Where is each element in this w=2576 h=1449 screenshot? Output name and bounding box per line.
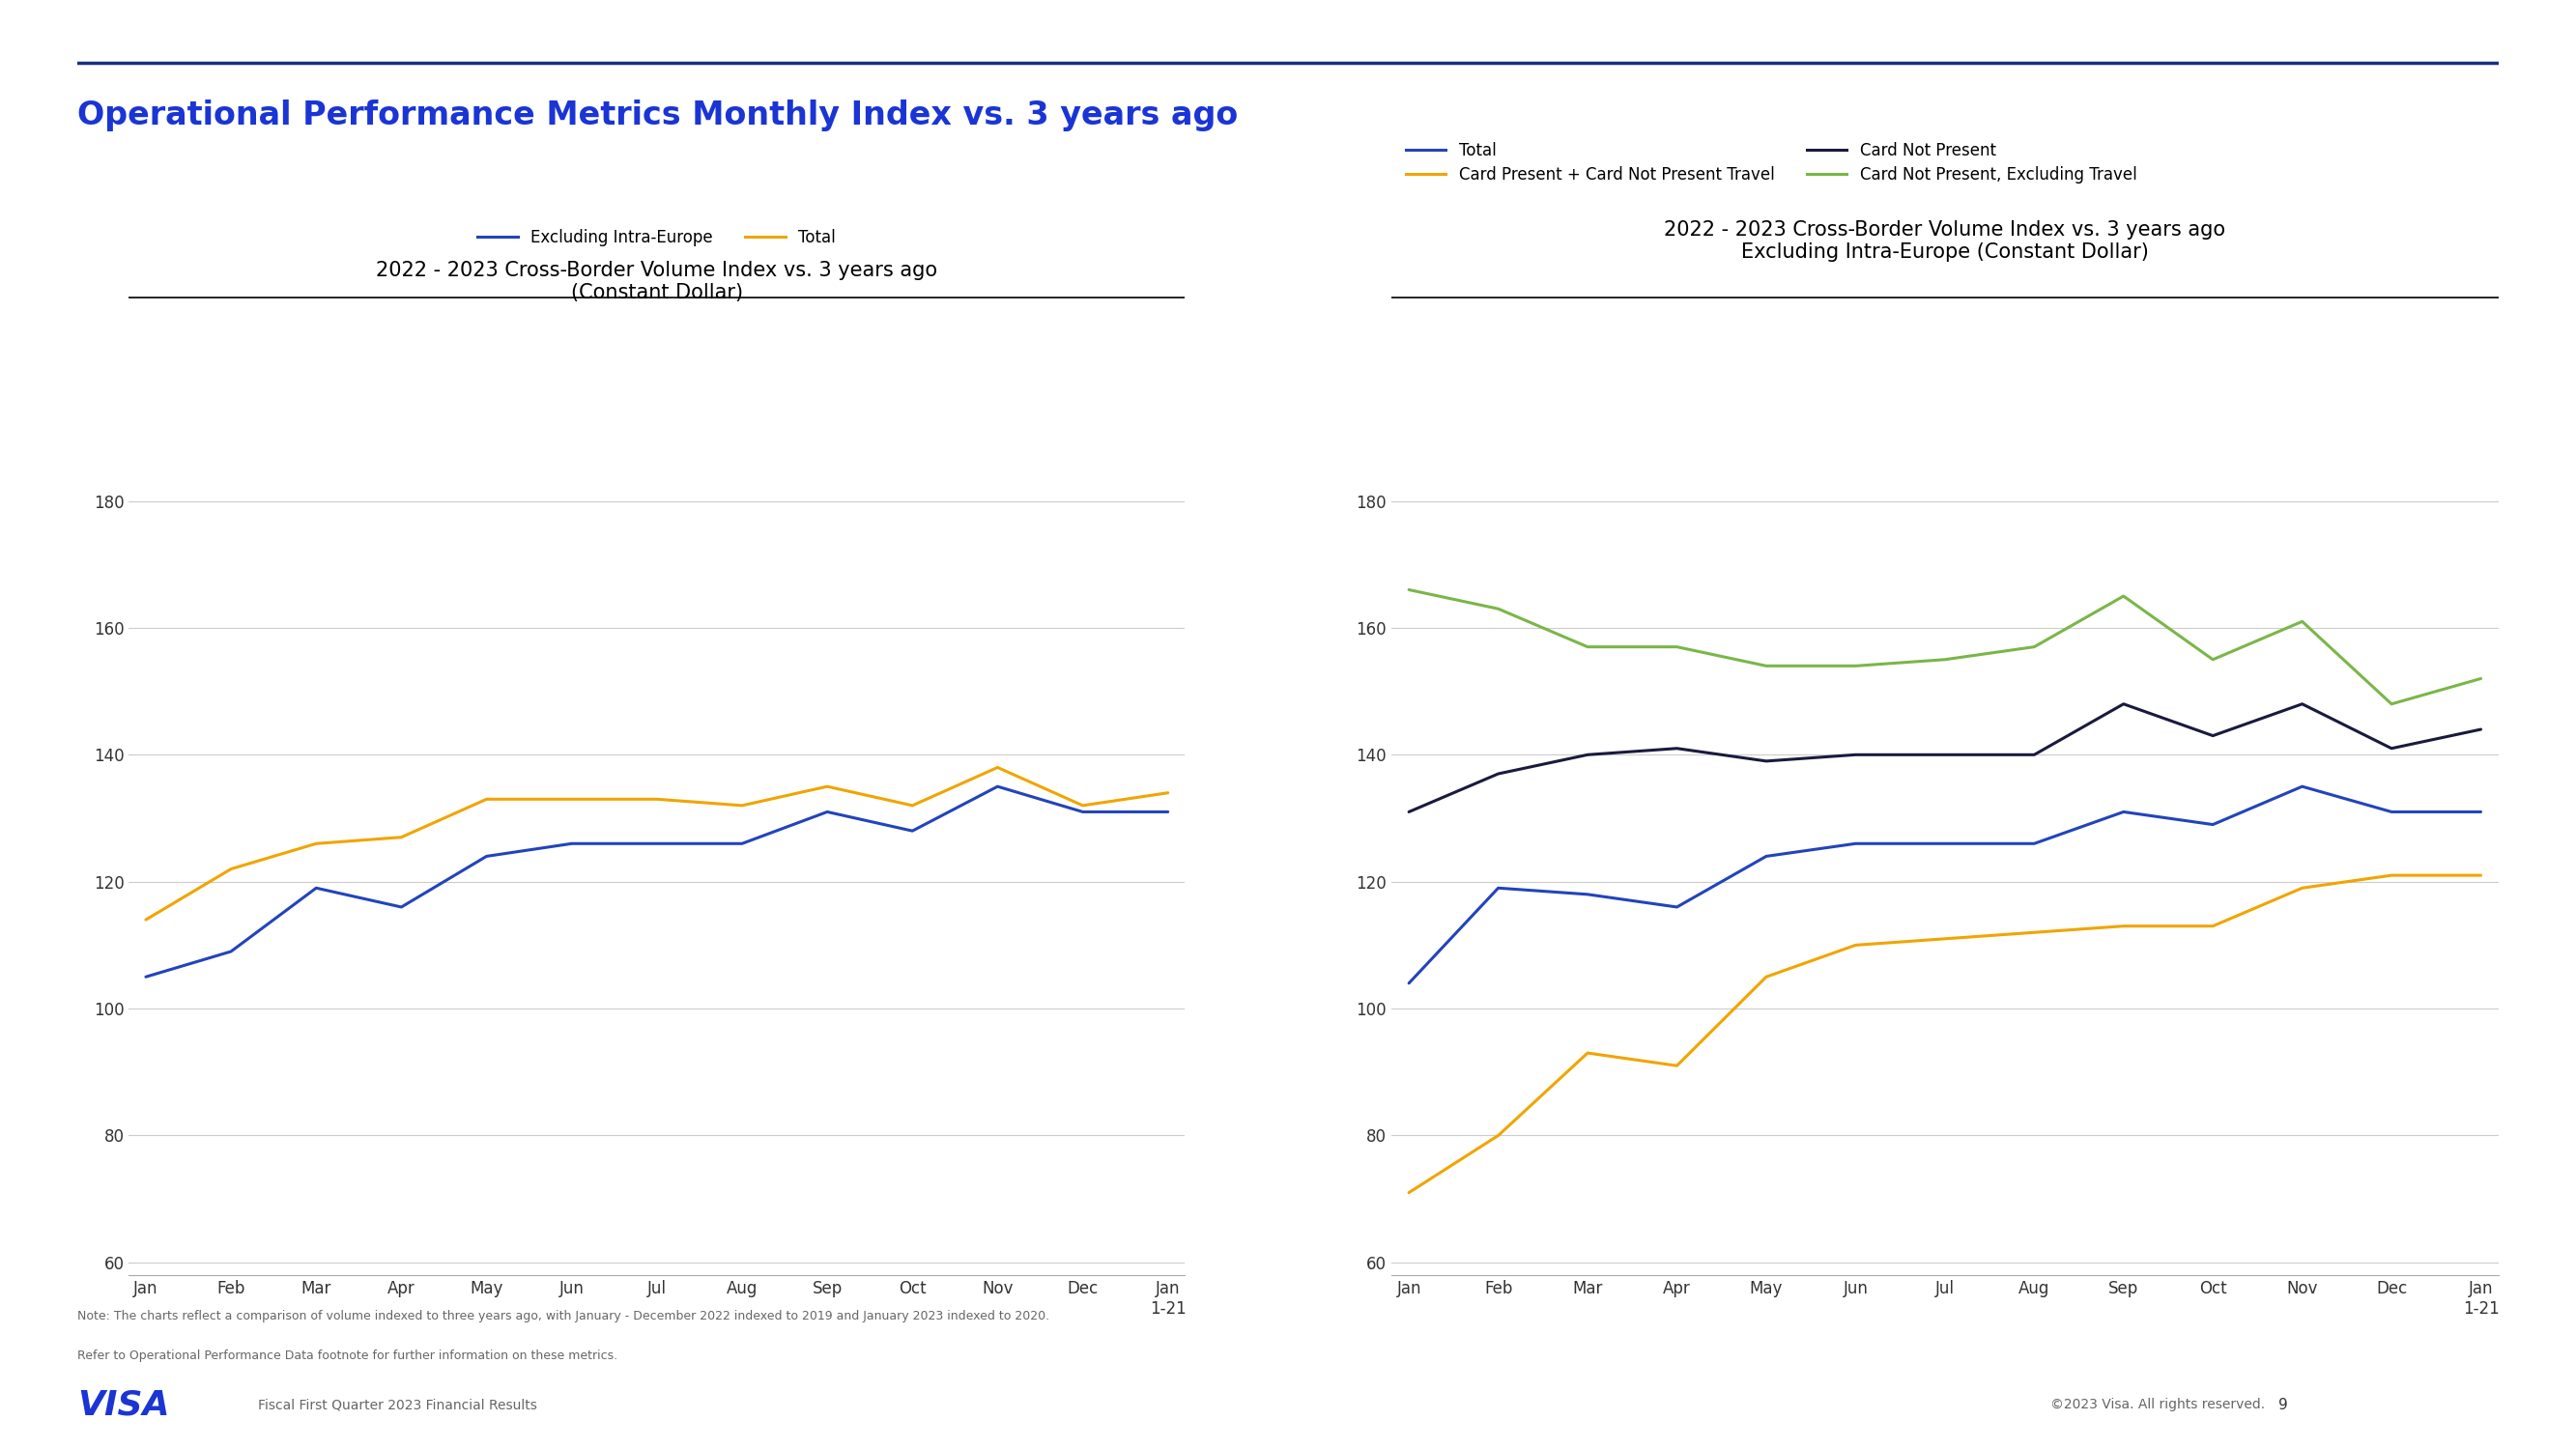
Text: ©2023 Visa. All rights reserved.: ©2023 Visa. All rights reserved. xyxy=(2050,1398,2264,1411)
Legend: Excluding Intra-Europe, Total: Excluding Intra-Europe, Total xyxy=(471,223,842,252)
Title: 2022 - 2023 Cross-Border Volume Index vs. 3 years ago
Excluding Intra-Europe (Co: 2022 - 2023 Cross-Border Volume Index vs… xyxy=(1664,220,2226,262)
Text: Operational Performance Metrics Monthly Index vs. 3 years ago: Operational Performance Metrics Monthly … xyxy=(77,100,1239,132)
Text: Fiscal First Quarter 2023 Financial Results: Fiscal First Quarter 2023 Financial Resu… xyxy=(258,1398,536,1411)
Text: Note: The charts reflect a comparison of volume indexed to three years ago, with: Note: The charts reflect a comparison of… xyxy=(77,1310,1048,1321)
Text: VISA: VISA xyxy=(77,1388,170,1421)
Text: Refer to Operational Performance Data footnote for further information on these : Refer to Operational Performance Data fo… xyxy=(77,1349,618,1362)
Title: 2022 - 2023 Cross-Border Volume Index vs. 3 years ago
(Constant Dollar): 2022 - 2023 Cross-Border Volume Index vs… xyxy=(376,261,938,303)
Text: 9: 9 xyxy=(2277,1397,2287,1411)
Legend: Total, Card Present + Card Not Present Travel, Card Not Present, Card Not Presen: Total, Card Present + Card Not Present T… xyxy=(1399,136,2143,190)
